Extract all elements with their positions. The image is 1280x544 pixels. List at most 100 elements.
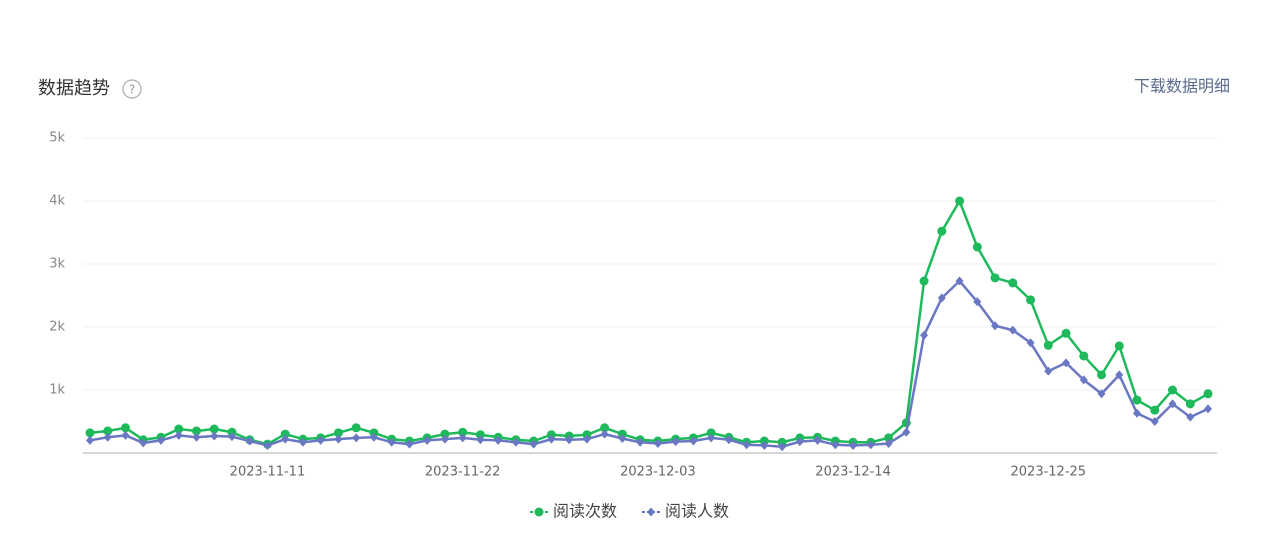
x-tick-label: 2023-11-22 [425, 465, 501, 480]
data-point [795, 437, 804, 447]
chart-title: 数据趋势 [38, 78, 110, 99]
data-point [1204, 404, 1212, 414]
data-point [991, 321, 1000, 331]
y-tick-label: 2k [49, 320, 65, 335]
data-point [778, 442, 787, 452]
y-tick-label: 1k [49, 383, 65, 398]
data-point [1079, 375, 1088, 385]
data-point [742, 440, 751, 450]
help-icon-text[interactable]: ? [129, 83, 135, 97]
data-point [636, 437, 645, 447]
data-point [86, 435, 94, 445]
data-point [281, 434, 290, 444]
help-icon[interactable] [122, 79, 142, 99]
data-point [405, 439, 414, 449]
data-point [565, 435, 574, 445]
data-point [209, 424, 219, 434]
data-point [653, 439, 662, 449]
data-point [121, 430, 130, 440]
data-point [849, 440, 858, 450]
data-point [263, 440, 272, 450]
y-tick-label: 4k [49, 194, 65, 209]
data-point [990, 273, 1000, 283]
data-point [813, 435, 822, 445]
data-point [1043, 340, 1053, 350]
data-point [1026, 295, 1036, 305]
data-point [618, 434, 627, 444]
data-point [440, 434, 449, 444]
data-point [1132, 395, 1142, 405]
data-point [440, 429, 450, 439]
data-point [600, 429, 609, 439]
data-point [423, 435, 432, 445]
data-point [707, 433, 716, 443]
data-point [866, 440, 875, 450]
data-point [192, 432, 201, 442]
data-point [210, 431, 219, 441]
data-point [458, 433, 467, 443]
data-point [156, 435, 165, 445]
data-point [191, 426, 201, 436]
data-point [600, 423, 610, 433]
series-line [89, 279, 1209, 448]
data-point [476, 435, 485, 445]
legend-marker [647, 507, 655, 517]
x-tick-label: 2023-11-11 [230, 465, 306, 480]
data-point [884, 439, 893, 449]
legend-marker [534, 507, 544, 517]
data-point [1185, 399, 1195, 409]
data-point [582, 434, 591, 444]
data-point [475, 430, 485, 440]
data-point [511, 437, 520, 447]
data-point [369, 432, 378, 442]
x-tick-label: 2023-12-14 [815, 465, 891, 480]
y-tick-label: 3k [49, 257, 65, 272]
data-point [227, 432, 236, 442]
data-point [937, 293, 946, 303]
data-point [316, 435, 325, 445]
data-point [85, 428, 95, 438]
series-line [89, 198, 1209, 446]
data-point [280, 429, 290, 439]
data-point [884, 433, 894, 443]
data-point [174, 424, 184, 434]
data-point [458, 427, 468, 437]
data-point [1008, 325, 1017, 335]
data-point [1062, 358, 1071, 368]
data-point [174, 430, 183, 440]
legend-label: 阅读人数 [665, 502, 729, 521]
data-point [139, 438, 148, 448]
data-point [494, 435, 503, 445]
data-point [1114, 341, 1124, 351]
data-point [1097, 389, 1106, 399]
legend-label: 阅读次数 [553, 502, 617, 521]
data-point [1133, 408, 1142, 418]
data-point [351, 423, 361, 433]
data-point [955, 276, 964, 286]
data-point [1044, 366, 1053, 376]
x-tick-label: 2023-12-03 [620, 465, 696, 480]
data-point [103, 432, 112, 442]
data-point [1186, 412, 1195, 422]
data-point [972, 242, 982, 252]
data-point [333, 428, 343, 438]
download-link[interactable]: 下载数据明细 [1134, 77, 1230, 96]
data-point [760, 440, 769, 450]
data-point [120, 423, 130, 433]
data-point [298, 437, 307, 447]
data-point [1079, 351, 1089, 361]
data-point [937, 226, 947, 236]
data-point [1026, 338, 1035, 348]
data-point [724, 435, 733, 445]
data-point [919, 276, 929, 286]
data-point [920, 330, 929, 340]
data-point [1168, 399, 1177, 409]
data-point [529, 439, 538, 449]
data-point [671, 437, 680, 447]
data-point [1115, 370, 1124, 380]
data-point [1150, 417, 1159, 426]
data-point [1097, 370, 1107, 380]
data-point [1203, 389, 1213, 399]
data-point [1008, 278, 1018, 288]
